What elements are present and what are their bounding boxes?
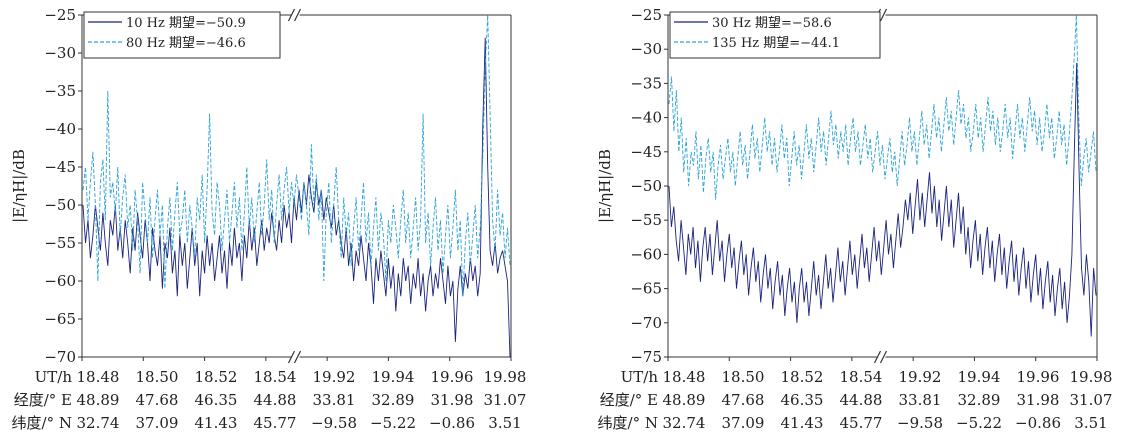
x-tick-label: 44.88 bbox=[254, 391, 297, 409]
x-tick-label: 47.68 bbox=[136, 391, 179, 409]
x-tick-label: 33.81 bbox=[313, 391, 356, 409]
x-row-label: 纬度/° N bbox=[598, 414, 658, 432]
y-tick-label: −55 bbox=[630, 211, 662, 229]
axis-break-bottom bbox=[287, 350, 302, 364]
x-tick-label: 19.92 bbox=[313, 368, 356, 386]
y-tick-label: −60 bbox=[44, 272, 76, 290]
x-tick-label: −9.58 bbox=[311, 414, 357, 432]
series-line-2 bbox=[668, 14, 1097, 200]
y-axis-label: |E/ηH|/dB bbox=[10, 149, 28, 223]
x-tick-label: 32.89 bbox=[958, 391, 1001, 409]
x-tick-label: −0.86 bbox=[1015, 414, 1061, 432]
x-tick-label: 19.94 bbox=[958, 368, 1001, 386]
y-tick-label: −45 bbox=[630, 143, 662, 161]
y-tick-label: −55 bbox=[44, 234, 76, 252]
y-tick-label: −70 bbox=[44, 348, 76, 366]
x-tick-label: 18.48 bbox=[77, 368, 120, 386]
x-tick-label: 32.89 bbox=[372, 391, 415, 409]
x-tick-label: 33.81 bbox=[899, 391, 942, 409]
x-tick-label: −9.58 bbox=[897, 414, 943, 432]
x-tick-label: 31.07 bbox=[484, 391, 527, 409]
y-tick-label: −30 bbox=[44, 44, 76, 62]
x-tick-label: 41.43 bbox=[781, 414, 824, 432]
x-tick-label: 18.54 bbox=[840, 368, 883, 386]
y-tick-label: −40 bbox=[44, 120, 76, 138]
x-tick-label: −0.86 bbox=[429, 414, 475, 432]
x-tick-label: 37.09 bbox=[722, 414, 765, 432]
legend: 10 Hz 期望=−50.9 80 Hz 期望=−46.6 bbox=[83, 11, 281, 59]
x-tick-label: 3.51 bbox=[1074, 414, 1107, 432]
x-tick-label: 18.50 bbox=[722, 368, 765, 386]
legend-box bbox=[669, 11, 881, 59]
x-tick-label: 19.96 bbox=[431, 368, 474, 386]
y-tick-label: −60 bbox=[630, 245, 662, 263]
x-tick-label: 18.52 bbox=[195, 368, 238, 386]
x-tick-label: 18.54 bbox=[254, 368, 297, 386]
y-tick-label: −65 bbox=[44, 310, 76, 328]
x-tick-label: 45.77 bbox=[840, 414, 883, 432]
x-tick-label: 37.09 bbox=[136, 414, 179, 432]
x-tick-label: 3.51 bbox=[488, 414, 521, 432]
legend: 30 Hz 期望=−58.6 135 Hz 期望=−44.1 bbox=[669, 11, 881, 59]
x-row-label: 经度/° E bbox=[14, 391, 72, 409]
x-tick-label: 19.98 bbox=[1070, 368, 1113, 386]
y-tick-label: −35 bbox=[44, 82, 76, 100]
x-tick-label: 32.74 bbox=[663, 414, 706, 432]
x-row-label: 纬度/° N bbox=[12, 414, 72, 432]
series-line-1 bbox=[668, 62, 1097, 337]
x-row-label: UT/h bbox=[621, 368, 659, 386]
x-tick-label: 31.07 bbox=[1070, 391, 1113, 409]
x-tick-label: 46.35 bbox=[195, 391, 238, 409]
x-tick-label: 18.50 bbox=[136, 368, 179, 386]
chart-panel-2: −25 −30 −35 −40 −45 −50 −55 −60 −65 −70 −75 |E/ηH|/… bbox=[596, 6, 1112, 432]
y-tick-label: −45 bbox=[44, 158, 76, 176]
legend-entry: 10 Hz 期望=−50.9 bbox=[126, 15, 246, 31]
x-tick-label: 31.98 bbox=[431, 391, 474, 409]
x-row-label: 经度/° E bbox=[600, 391, 658, 409]
x-tick-label: −5.22 bbox=[370, 414, 416, 432]
x-tick-label: 19.96 bbox=[1017, 368, 1060, 386]
chart-panel-1: −25 −30 −35 −40 −45 −50 −55 −60 −65 −70 |E/ηH|/dB U… bbox=[10, 6, 526, 432]
x-row-label: UT/h bbox=[35, 368, 73, 386]
legend-box bbox=[83, 11, 281, 59]
x-tick-label: 19.98 bbox=[484, 368, 527, 386]
y-tick-label: −50 bbox=[630, 177, 662, 195]
y-tick-label: −75 bbox=[630, 348, 662, 366]
y-tick-label: −50 bbox=[44, 196, 76, 214]
y-tick-label: −30 bbox=[630, 40, 662, 58]
x-tick-label: 47.68 bbox=[722, 391, 765, 409]
series-line-2 bbox=[82, 14, 511, 297]
x-tick-label: 45.77 bbox=[254, 414, 297, 432]
axis-break-top bbox=[287, 8, 302, 22]
series-line-1 bbox=[82, 37, 511, 358]
x-tick-label: −5.22 bbox=[956, 414, 1002, 432]
y-tick-label: −25 bbox=[44, 6, 76, 24]
y-tick-label: −65 bbox=[630, 280, 662, 298]
y-tick-label: −70 bbox=[630, 314, 662, 332]
axis-break-bottom bbox=[873, 350, 888, 364]
x-tick-label: 48.89 bbox=[77, 391, 120, 409]
legend-entry: 30 Hz 期望=−58.6 bbox=[712, 15, 832, 31]
y-tick-label: −25 bbox=[630, 6, 662, 24]
legend-entry: 135 Hz 期望=−44.1 bbox=[712, 35, 840, 51]
x-tick-label: 19.92 bbox=[899, 368, 942, 386]
x-tick-label: 18.52 bbox=[781, 368, 824, 386]
y-axis-label: |E/ηH|/dB bbox=[596, 149, 614, 223]
y-tick-label: −40 bbox=[630, 109, 662, 127]
x-tick-label: 44.88 bbox=[840, 391, 883, 409]
x-tick-label: 18.48 bbox=[663, 368, 706, 386]
x-tick-label: 31.98 bbox=[1017, 391, 1060, 409]
x-tick-label: 48.89 bbox=[663, 391, 706, 409]
y-tick-label: −35 bbox=[630, 74, 662, 92]
x-tick-label: 19.94 bbox=[372, 368, 415, 386]
x-tick-label: 46.35 bbox=[781, 391, 824, 409]
x-tick-label: 32.74 bbox=[77, 414, 120, 432]
x-tick-label: 41.43 bbox=[195, 414, 238, 432]
legend-entry: 80 Hz 期望=−46.6 bbox=[126, 35, 246, 51]
